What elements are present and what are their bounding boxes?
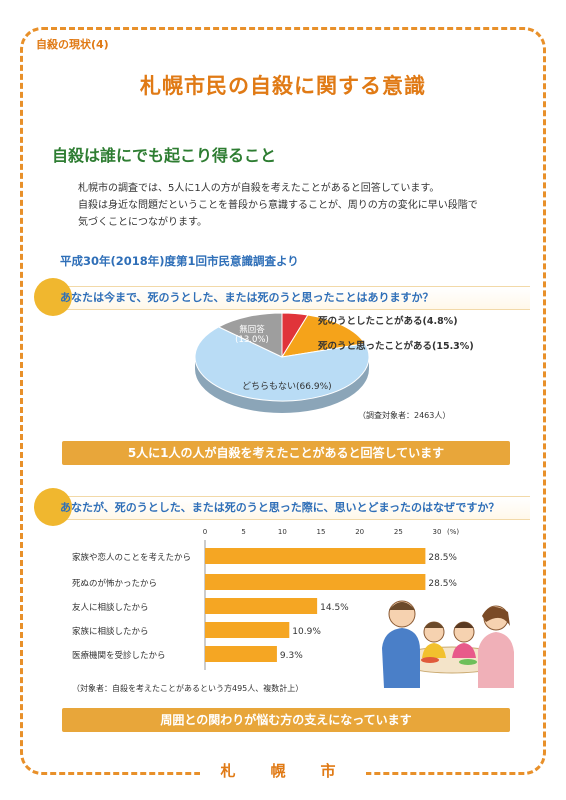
question-1-dot — [34, 278, 72, 316]
x-tick-label: 5 — [241, 528, 245, 536]
bar-note: （対象者：自殺を考えたことがあるという方495人、複数計上） — [72, 684, 304, 693]
pie-label-noanswer-text: 無回答 — [239, 325, 265, 335]
banner-1: 5人に1人の人が自殺を考えたことがあると回答しています — [62, 441, 510, 465]
question-2: あなたが、死のうとした、または死のうと思った際に、思いとどまったのはなぜですか？ — [34, 488, 530, 526]
pie-slice-2 — [194, 326, 370, 402]
pie-label-attempted-value: (4.8%) — [422, 316, 458, 327]
bar-0 — [205, 548, 426, 564]
question-2-text: あなたが、死のうとした、または死のうと思った際に、思いとどまったのはなぜですか？ — [60, 501, 500, 514]
bar-category-label: 家族に相談したから — [72, 626, 149, 637]
pie-label-neither: どちらもない(66.9%) — [242, 379, 332, 392]
family-illustration — [382, 600, 514, 688]
pie-label-noanswer-value: (13.0%) — [235, 335, 269, 345]
x-tick-label: 15 — [317, 528, 326, 536]
bar-value-label: 28.5% — [428, 579, 457, 589]
pie-label-neither-text: どちらもない — [242, 382, 297, 392]
intro-text: 札幌市の調査では、5人に1人の方が自殺を考えたことがあると回答しています。 自殺… — [78, 180, 518, 231]
x-tick-label: 10 — [278, 528, 287, 536]
section-heading: 自殺は誰にでも起こり得ること — [52, 146, 277, 165]
bar-3 — [205, 622, 290, 638]
section-tag: 自殺の現状(4) — [36, 38, 109, 51]
bar-value-label: 9.3% — [280, 651, 303, 661]
x-tick-label: 25 — [394, 528, 403, 536]
pie-label-considered-value: (15.3%) — [432, 341, 474, 352]
pie-label-considered-text: 死のうと思ったことがある — [318, 341, 433, 352]
bar-1 — [205, 574, 426, 590]
pie-label-neither-value: (66.9%) — [296, 382, 332, 392]
x-tick-label: 20 — [355, 528, 364, 536]
bar-value-label: 28.5% — [428, 553, 457, 563]
x-unit-label: (%) — [447, 528, 459, 536]
footer-city-name: 札 幌 市 — [200, 762, 366, 780]
question-1-text: あなたは今まで、死のうとした、または死のうと思ったことはありますか？ — [60, 291, 434, 304]
bar-4 — [205, 646, 277, 662]
question-1: あなたは今まで、死のうとした、または死のうと思ったことはありますか？ — [34, 278, 530, 316]
question-2-dot — [34, 488, 72, 526]
bar-2 — [205, 598, 318, 614]
pie-note: （調査対象者：2463人） — [358, 411, 451, 420]
survey-title: 平成30年(2018年)度第1回市民意識調査より — [60, 254, 299, 268]
footer: 札 幌 市 — [0, 760, 566, 781]
pie-label-noanswer: 無回答 (13.0%) — [232, 323, 272, 345]
bar-category-label: 死ぬのが怖かったから — [72, 578, 157, 589]
pie-slice-3 — [217, 312, 283, 358]
banner-2: 周囲との関わりが悩む方の支えになっています — [62, 708, 510, 732]
x-tick-label: 0 — [203, 528, 207, 536]
intro-line-1: 札幌市の調査では、5人に1人の方が自殺を考えたことがあると回答しています。 — [78, 183, 440, 194]
bar-value-label: 10.9% — [292, 627, 321, 637]
x-tick-label: 30 — [433, 528, 442, 536]
intro-line-3: 気づくことにつながります。 — [78, 217, 207, 228]
bar-category-label: 友人に相談したから — [72, 602, 149, 613]
bar-category-label: 医療機関を受診したから — [72, 650, 166, 661]
page-title: 札幌市民の自殺に関する意識 — [140, 74, 426, 98]
pie-label-attempted-text: 死のうとしたことがある — [318, 316, 423, 327]
pie-label-attempted: 死のうとしたことがある(4.8%) — [318, 313, 458, 327]
pie-label-considered: 死のうと思ったことがある(15.3%) — [318, 338, 474, 352]
pie-side-2 — [195, 357, 369, 413]
bar-category-label: 家族や恋人のことを考えたから — [72, 552, 191, 563]
intro-line-2: 自殺は身近な問題だということを普段から意識することが、周りの方の変化に早い段階で — [78, 200, 478, 211]
bar-value-label: 14.5% — [320, 603, 349, 613]
